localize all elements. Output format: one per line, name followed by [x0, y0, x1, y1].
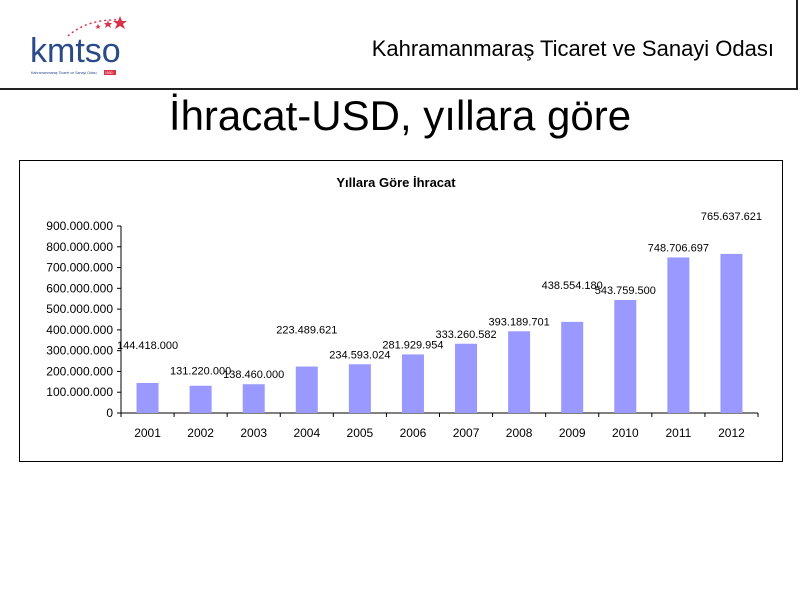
- x-tick-label: 2011: [665, 426, 691, 440]
- bar-value-label: 138.460.000: [223, 369, 284, 381]
- x-axis: 2001 2002 2003 2004 2005 2006 2007 2008 2009 2010…: [120, 412, 759, 440]
- y-tick-label: 700.000.000: [46, 261, 113, 275]
- bar: [455, 343, 478, 413]
- bar-value-label: 393.189.701: [489, 316, 550, 328]
- x-tick-label: 2004: [293, 426, 320, 440]
- y-tick-label: 900.000.000: [46, 219, 113, 233]
- x-tick-label: 2007: [453, 426, 480, 440]
- x-tick-label: 2012: [718, 426, 745, 440]
- bar-value-label: 333.260.582: [435, 329, 496, 341]
- x-tick-label: 2002: [187, 426, 214, 440]
- x-tick-label: 2001: [134, 426, 161, 440]
- x-tick-label: 2008: [506, 426, 533, 440]
- logo-stars-icon: [67, 16, 127, 37]
- bar-value-label: 543.759.500: [595, 285, 656, 297]
- x-tick-label: 2006: [400, 426, 427, 440]
- bar: [295, 366, 318, 413]
- bar-value-label: 765.637.621: [701, 211, 762, 223]
- bar: [508, 331, 531, 413]
- organization-name: Kahramanmaraş Ticaret ve Sanayi Odası: [371, 36, 774, 61]
- y-tick-label: 0: [106, 406, 113, 420]
- bar: [720, 253, 743, 413]
- x-tick-label: 2010: [612, 426, 639, 440]
- y-tick-label: 200.000.000: [46, 364, 113, 378]
- bar: [136, 382, 159, 413]
- bar-value-label: 144.418.000: [117, 340, 178, 352]
- bar-value-label: 748.706.697: [648, 242, 709, 254]
- y-axis: 0 100.000.000 200.000.000 300.000.000 400.00…: [46, 219, 122, 420]
- y-tick-label: 100.000.000: [46, 385, 113, 399]
- x-tick-label: 2009: [559, 426, 586, 440]
- bar-value-label: 281.929.954: [382, 339, 443, 351]
- bar: [348, 364, 371, 413]
- bar-value-label: 438.554.180: [542, 280, 603, 292]
- chart-title: Yıllara Göre İhracat: [336, 175, 456, 190]
- slide-title: İhracat-USD, yıllara göre: [168, 92, 632, 139]
- bar: [189, 385, 212, 413]
- y-tick-label: 800.000.000: [46, 240, 113, 254]
- kmtso-logo: kmtso Kahramanmaraş Ticaret ve Sanayi Od…: [30, 16, 127, 75]
- bar-value-label: 234.593.024: [329, 349, 390, 361]
- export-bar-chart: Yıllara Göre İhracat 0 100.000.000 200.000…: [46, 175, 762, 440]
- y-tick-label: 600.000.000: [46, 281, 113, 295]
- header-box: kmtso Kahramanmaraş Ticaret ve Sanayi Od…: [0, 0, 798, 90]
- y-tick-label: 300.000.000: [46, 344, 113, 358]
- logo-badge-text: 1930: [105, 71, 113, 75]
- chart-frame: Yıllara Göre İhracat 0 100.000.000 200.000…: [19, 160, 783, 462]
- bars-group: [136, 253, 743, 413]
- y-tick-label: 400.000.000: [46, 323, 113, 337]
- bar: [561, 321, 584, 413]
- bar: [667, 257, 690, 413]
- y-tick-label: 500.000.000: [46, 302, 113, 316]
- bar-value-label: 223.489.621: [276, 325, 337, 337]
- logo-subtitle: Kahramanmaraş Ticaret ve Sanayi Odası: [31, 71, 97, 75]
- bar-value-label: 131.220.000: [170, 366, 231, 378]
- logo-badge: [104, 70, 116, 75]
- x-tick-label: 2003: [240, 426, 267, 440]
- logo-text: kmtso: [30, 32, 121, 70]
- bar: [242, 384, 265, 413]
- bar: [401, 354, 424, 413]
- x-tick-label: 2005: [347, 426, 374, 440]
- bar: [614, 300, 637, 413]
